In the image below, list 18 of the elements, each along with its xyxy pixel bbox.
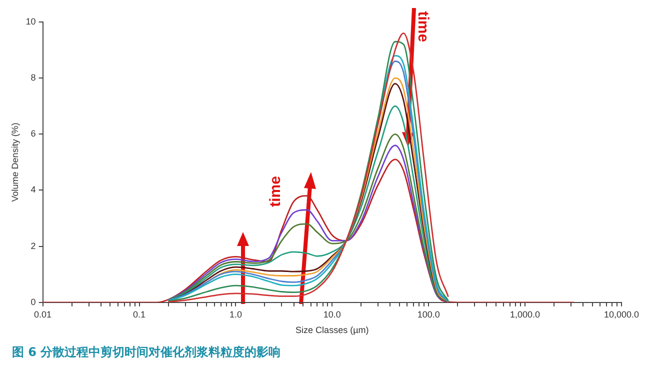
y-tick-label: 6 <box>30 128 36 139</box>
x-tick-label: 1.0 <box>229 309 242 320</box>
annotation: time <box>266 176 284 207</box>
x-axis-title: Size Classes (µm) <box>296 325 369 336</box>
x-tick-label: 1,000.0 <box>510 309 540 320</box>
x-tick-label: 0.1 <box>133 309 146 320</box>
x-tick-label: 0.01 <box>34 309 52 320</box>
y-tick-label: 10 <box>26 16 36 26</box>
y-axis-title: Volume Density (%) <box>10 122 20 202</box>
x-tick-label: 10.0 <box>323 309 341 320</box>
x-tick-label: 100.0 <box>417 309 440 320</box>
y-tick-label: 4 <box>30 184 36 195</box>
y-tick-label: 8 <box>30 72 36 83</box>
x-tick-label: 10,000.0 <box>604 309 640 320</box>
annotation: time <box>414 11 432 42</box>
y-tick-label: 0 <box>30 296 36 307</box>
text: 图 6 分散过程中剪切时间对催化剂浆料粒度的影响 <box>12 344 281 361</box>
y-tick-label: 2 <box>30 240 36 251</box>
